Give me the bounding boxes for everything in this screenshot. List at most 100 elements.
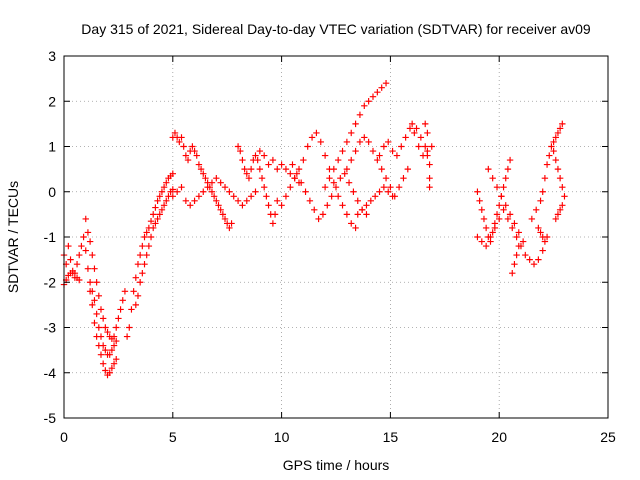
data-point-marker — [354, 211, 361, 218]
data-point-marker — [311, 206, 318, 214]
data-point-marker — [334, 156, 342, 164]
data-point-marker — [99, 315, 107, 322]
data-point-marker — [230, 193, 237, 200]
data-point-marker — [282, 193, 290, 200]
data-point-marker — [160, 184, 168, 191]
data-point-marker — [256, 147, 264, 155]
data-point-marker — [424, 152, 431, 159]
ticks-layer: 0 5 10 15 20 25 -5 -4 -3 -2 -1 0 1 2 3 — [44, 48, 616, 445]
data-point-marker — [289, 161, 296, 168]
data-point-marker — [509, 270, 516, 277]
data-point-marker — [496, 202, 503, 209]
data-point-marker — [263, 193, 270, 200]
data-point-marker — [415, 143, 422, 150]
data-point-marker — [361, 102, 368, 109]
data-point-marker — [252, 188, 259, 195]
data-point-marker — [500, 206, 507, 214]
data-point-marker — [200, 188, 207, 195]
data-point-marker — [291, 174, 298, 182]
data-point-marker — [556, 125, 564, 132]
data-point-marker — [247, 193, 255, 200]
x-tick-label: 20 — [491, 429, 507, 445]
data-point-marker — [89, 251, 96, 259]
data-point-marker — [110, 360, 118, 367]
data-point-marker — [215, 202, 222, 209]
data-point-marker — [84, 229, 92, 236]
data-point-marker — [554, 211, 562, 218]
data-point-marker — [93, 279, 100, 286]
data-point-marker — [228, 220, 235, 227]
data-point-marker — [358, 206, 366, 214]
data-point-marker — [548, 143, 555, 150]
data-point-marker — [132, 274, 140, 281]
data-point-marker — [258, 174, 266, 182]
data-point-marker — [509, 224, 516, 232]
data-point-marker — [178, 184, 185, 191]
data-point-marker — [365, 98, 372, 105]
data-point-marker — [119, 297, 126, 304]
data-point-marker — [154, 215, 161, 223]
data-point-marker — [402, 134, 409, 141]
data-point-marker — [102, 346, 109, 354]
data-point-marker — [315, 215, 322, 223]
data-point-marker — [504, 215, 512, 223]
data-point-marker — [561, 193, 568, 200]
data-point-marker — [378, 84, 385, 91]
data-point-marker — [530, 260, 538, 268]
grid-layer — [64, 56, 608, 418]
data-point-marker — [243, 197, 250, 204]
data-point-marker — [539, 233, 546, 241]
data-point-marker — [376, 152, 383, 159]
data-point-marker — [348, 129, 355, 137]
data-point-marker — [556, 174, 564, 182]
data-point-marker — [522, 251, 529, 259]
data-point-marker — [274, 197, 281, 204]
data-point-marker — [195, 161, 203, 168]
data-point-marker — [413, 125, 420, 132]
data-point-marker — [302, 188, 309, 195]
data-point-marker — [476, 197, 483, 204]
data-point-marker — [374, 89, 381, 96]
y-tick-label: 2 — [48, 93, 56, 109]
data-point-marker — [532, 206, 540, 214]
data-point-marker — [489, 174, 496, 182]
x-tick-label: 25 — [600, 429, 616, 445]
data-point-marker — [400, 174, 407, 182]
data-point-marker — [80, 233, 87, 241]
data-point-marker — [134, 260, 142, 268]
data-point-marker — [498, 193, 505, 200]
data-point-marker — [226, 224, 233, 232]
data-point-marker — [115, 315, 122, 322]
data-point-marker — [426, 174, 433, 182]
data-point-marker — [474, 188, 481, 195]
data-point-marker — [348, 220, 355, 227]
y-tick-label: -4 — [44, 365, 57, 381]
data-point-marker — [369, 147, 377, 155]
data-point-marker — [554, 129, 562, 137]
data-point-marker — [363, 211, 370, 218]
data-point-marker — [482, 224, 490, 232]
data-point-marker — [308, 134, 316, 141]
data-point-marker — [86, 279, 94, 286]
data-point-marker — [102, 324, 109, 331]
data-point-marker — [528, 215, 536, 223]
data-point-marker — [260, 152, 268, 159]
data-point-marker — [350, 188, 357, 195]
data-point-marker — [339, 147, 346, 155]
data-point-marker — [189, 143, 196, 150]
data-point-marker — [147, 217, 155, 225]
data-point-marker — [491, 224, 499, 232]
data-point-marker — [252, 152, 259, 159]
data-point-marker — [487, 233, 494, 241]
data-point-marker — [343, 138, 351, 146]
data-point-marker — [356, 111, 364, 119]
data-point-marker — [343, 165, 351, 173]
data-point-marker — [502, 202, 509, 209]
y-tick-label: 0 — [48, 184, 56, 200]
data-point-marker — [67, 256, 74, 263]
data-point-marker — [300, 156, 307, 164]
y-tick-label: -2 — [44, 274, 57, 290]
data-point-marker — [108, 365, 116, 372]
chart-title: Day 315 of 2021, Sidereal Day-to-day VTE… — [81, 21, 591, 37]
